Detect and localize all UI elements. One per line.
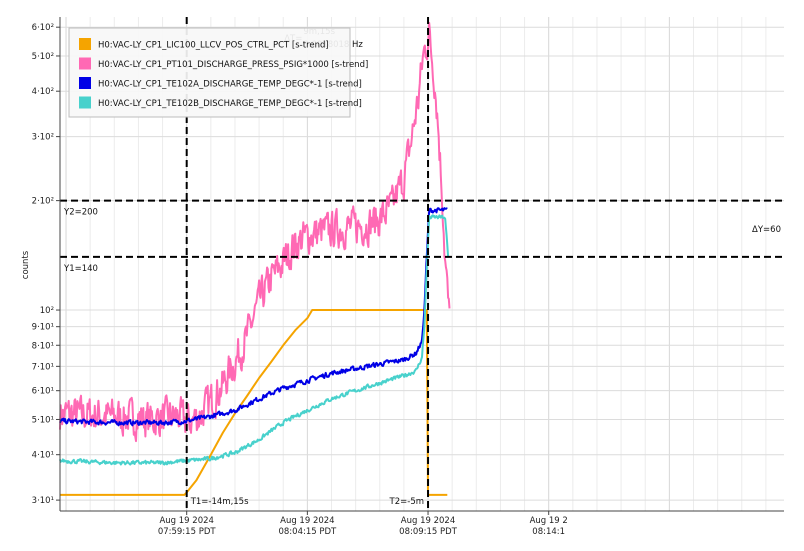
legend-swatch: [79, 96, 91, 109]
t1-label: T1=-14m,15s: [190, 497, 249, 507]
x-tick-label-time: 08:09:15 PDT: [399, 527, 458, 537]
t2-label: T2=-5m: [389, 497, 424, 507]
y-axis-label: counts: [21, 250, 31, 279]
y-tick-label: 2·10²: [32, 197, 54, 207]
y-tick-label: 4·10²: [32, 87, 54, 97]
x-tick-label-time: 08:14:1: [532, 527, 565, 537]
y-tick-label: 10²: [40, 306, 54, 316]
series-line-3: [59, 207, 448, 427]
x-tick-label-date: Aug 19 2024: [159, 516, 213, 526]
y-tick-label: 8·10¹: [32, 341, 54, 351]
y-tick-label: 7·10¹: [32, 362, 54, 372]
y-tick-label: 4·10¹: [32, 451, 54, 461]
y-tick-label: 5·10²: [32, 52, 54, 62]
y-tick-label: 6·10¹: [32, 387, 54, 397]
legend-swatch: [79, 57, 91, 70]
series-line-2: [59, 21, 451, 443]
x-tick-label-date: Aug 19 2: [530, 516, 568, 526]
x-tick-label-time: 08:04:15 PDT: [278, 527, 337, 537]
legend-swatch: [79, 38, 91, 50]
y-tick-label: 3·10¹: [32, 496, 54, 506]
delta-y-label: ΔY=60: [752, 225, 781, 235]
x-tick-label-date: Aug 19 2024: [401, 516, 455, 526]
legend-entry-2[interactable]: H0:VAC-LY_CP1_PT101_DISCHARGE_PRESS_PSIG…: [98, 60, 368, 70]
y-tick-label: 6·10²: [32, 23, 54, 33]
legend-swatch: [79, 77, 91, 89]
series-line-4: [59, 214, 450, 466]
y2-label: Y2=200: [63, 208, 98, 218]
y-tick-label: 3·10²: [32, 133, 54, 143]
y-tick-label: 9·10¹: [32, 323, 54, 333]
legend[interactable]: H0:VAC-LY_CP1_LIC100_LLCV_POS_CTRL_PCT […: [68, 27, 368, 118]
legend-entry-4[interactable]: H0:VAC-LY_CP1_TE102B_DISCHARGE_TEMP_DEGC…: [98, 99, 362, 109]
legend-entry-3[interactable]: H0:VAC-LY_CP1_TE102A_DISCHARGE_TEMP_DEGC…: [98, 80, 362, 90]
y1-label: Y1=140: [63, 264, 98, 274]
x-tick-label-date: Aug 19 2024: [280, 516, 334, 526]
x-tick-label-time: 07:59:15 PDT: [158, 527, 217, 537]
y-tick-label: 5·10¹: [32, 415, 54, 425]
series-layer: [59, 21, 451, 496]
y-axis-ticks: 3·10¹ 4·10¹ 5·10¹ 6·10¹ 7·10¹ 8·10¹ 9·10¹ 10² 2·…: [32, 23, 60, 506]
legend-box: [68, 27, 351, 118]
legend-entry-1[interactable]: H0:VAC-LY_CP1_LIC100_LLCV_POS_CTRL_PCT […: [98, 41, 329, 51]
